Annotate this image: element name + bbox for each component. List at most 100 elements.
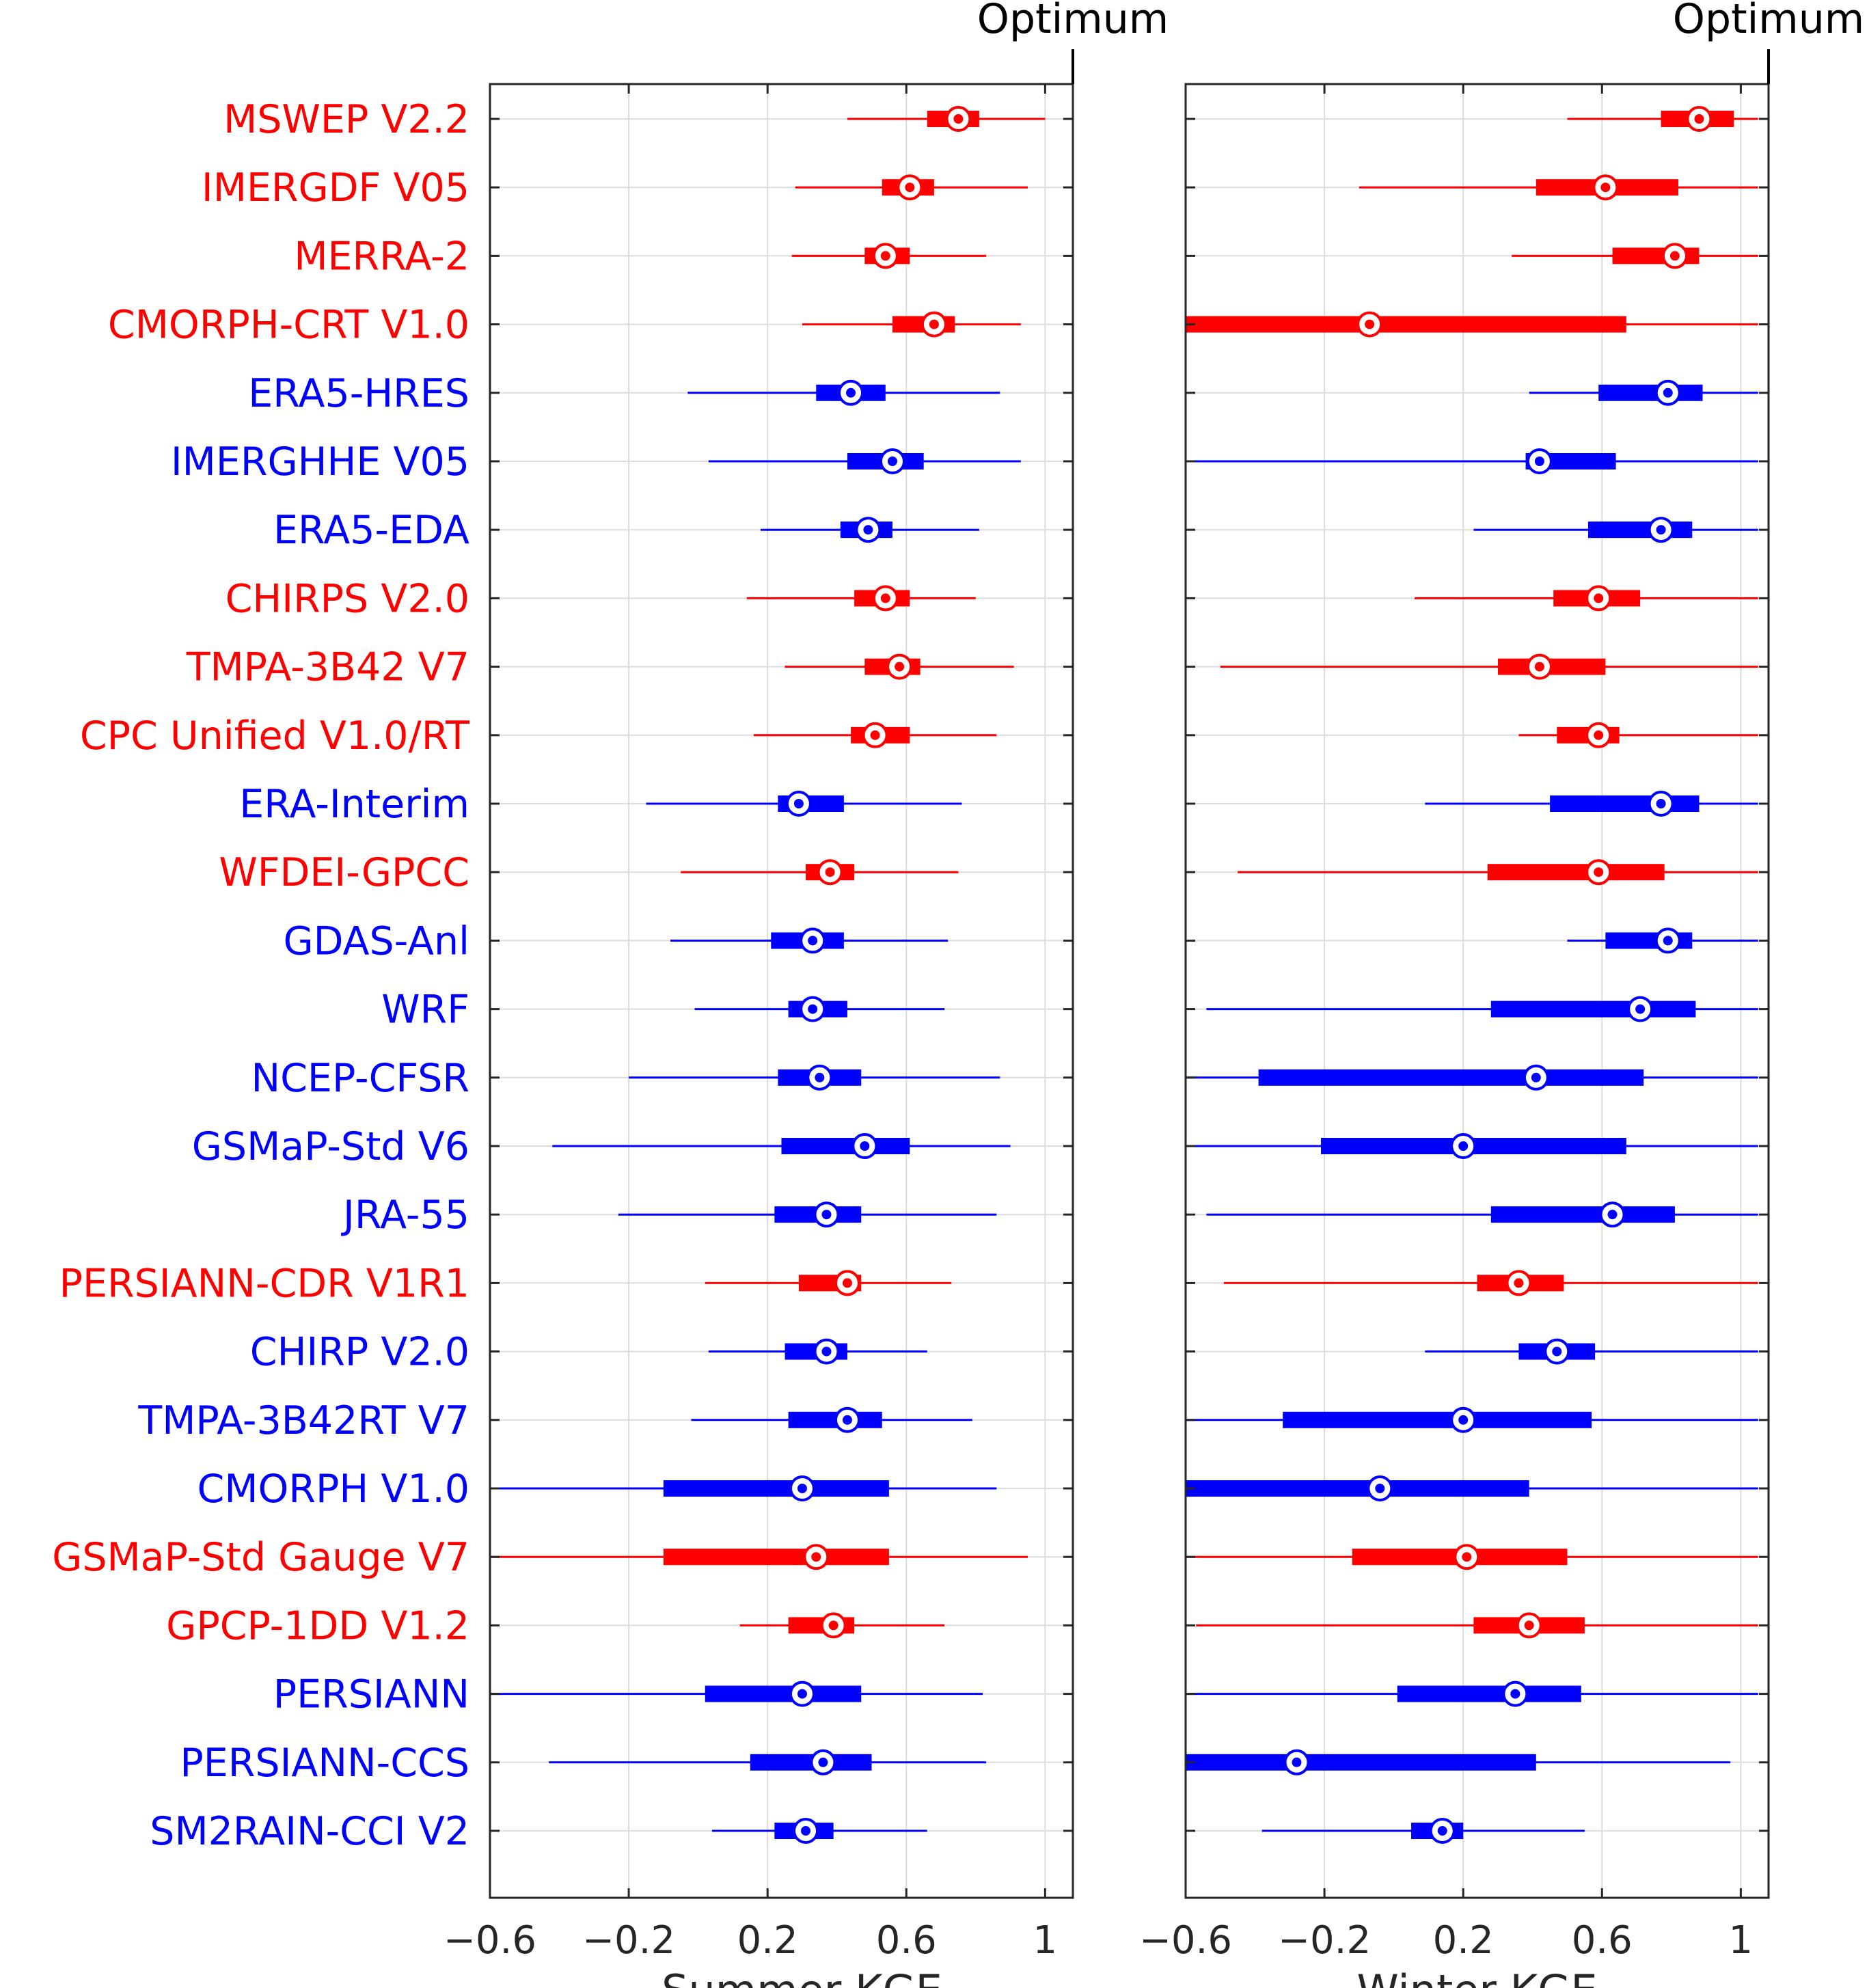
box-row — [1186, 1544, 1758, 1570]
median-dot — [1365, 319, 1375, 329]
median-dot — [1375, 1484, 1385, 1493]
dataset-label: ERA5-EDA — [273, 508, 469, 553]
median-dot — [818, 1757, 828, 1767]
median-dot — [1510, 1689, 1520, 1699]
optimum-label: Optimum — [977, 0, 1169, 43]
box-row — [1186, 1680, 1758, 1707]
iqr-box — [1490, 1206, 1675, 1223]
box-row — [795, 174, 1028, 201]
median-dot — [895, 662, 905, 672]
median-dot — [1524, 1620, 1534, 1631]
median-dot — [842, 1415, 852, 1425]
dataset-label: PERSIANN-CDR V1R1 — [59, 1261, 469, 1306]
box-row — [1512, 243, 1758, 269]
axes-frame — [1184, 83, 1770, 1899]
iqr-box — [1587, 521, 1693, 539]
median-dot — [1656, 799, 1666, 808]
dataset-label: CHIRP V2.0 — [250, 1330, 469, 1375]
box-row — [1518, 722, 1758, 748]
axes-frame — [489, 83, 1074, 1899]
dataset-label: MSWEP V2.2 — [223, 97, 469, 142]
median-dot — [1663, 936, 1673, 946]
iqr-box — [1186, 1480, 1529, 1497]
iqr-box — [1186, 316, 1626, 333]
box-row — [1261, 1818, 1585, 1844]
dataset-label: WFDEI-GPCC — [219, 850, 469, 895]
dataset-label: CHIRPS V2.0 — [226, 576, 469, 621]
median-dot — [793, 799, 804, 808]
median-dot — [887, 457, 897, 466]
median-dot — [1663, 387, 1673, 398]
box-row — [1186, 1064, 1758, 1091]
dataset-label: JRA-55 — [341, 1193, 469, 1238]
box-row — [552, 1133, 1011, 1159]
box-row — [1529, 379, 1758, 406]
box-row — [1186, 1749, 1731, 1775]
box-row — [739, 1612, 945, 1639]
panel-winter: −0.6 −0.2 0.2 0.6 1 Winter KGE Optimum — [1139, 0, 1864, 1988]
x-tick-label: 1 — [1729, 1918, 1754, 1963]
iqr-box — [1258, 1069, 1644, 1086]
iqr-box — [663, 1480, 889, 1497]
box-row — [694, 996, 945, 1022]
box-row — [761, 517, 979, 543]
box-row — [785, 653, 1014, 680]
median-dot — [1514, 1278, 1524, 1288]
median-dot — [880, 593, 890, 603]
median-dot — [1458, 1141, 1469, 1151]
median-dot — [825, 867, 835, 877]
median-dot — [842, 1278, 852, 1288]
median-dot — [1531, 1072, 1541, 1082]
box-row — [1425, 1338, 1758, 1365]
dataset-label: CMORPH V1.0 — [197, 1467, 469, 1512]
median-dot — [1437, 1826, 1447, 1836]
median-dot — [1458, 1415, 1469, 1425]
box-row — [490, 1475, 997, 1501]
box-row — [791, 243, 987, 269]
box-row — [705, 1270, 952, 1296]
median-dot — [860, 1141, 870, 1151]
box-row — [753, 722, 997, 748]
box-row — [847, 106, 1046, 132]
panel-summer: −0.6 −0.2 0.2 0.6 1 Summer KGE Optimum MSWEP V2… — [52, 0, 1169, 1988]
median-dot — [905, 182, 915, 193]
box-row — [708, 1338, 927, 1365]
box-row — [687, 379, 1000, 406]
median-dot — [815, 1072, 825, 1082]
dataset-label: ERA5-HRES — [248, 371, 469, 416]
dataset-label: PERSIANN-CCS — [180, 1741, 469, 1786]
box-row — [1220, 653, 1758, 680]
x-tick-label: −0.2 — [582, 1918, 675, 1963]
dataset-label: GSMaP-Std Gauge V7 — [52, 1535, 469, 1580]
box-row — [711, 1818, 927, 1844]
box-row — [1425, 791, 1758, 817]
box-row — [681, 859, 959, 886]
median-dot — [1594, 730, 1604, 740]
iqr-box — [1283, 1411, 1592, 1428]
median-dot — [1635, 1004, 1646, 1014]
median-dot — [821, 1346, 832, 1357]
median-dot — [828, 1620, 838, 1631]
median-dot — [863, 525, 873, 535]
dataset-label: TMPA-3B42RT V7 — [137, 1398, 469, 1443]
median-dot — [953, 114, 964, 124]
x-tick-label: −0.6 — [1139, 1918, 1232, 1963]
median-dot — [1669, 251, 1680, 261]
box-row — [1206, 996, 1758, 1022]
median-dot — [1292, 1757, 1302, 1767]
iqr-box — [1397, 1685, 1581, 1702]
box-row — [618, 1201, 997, 1228]
median-dot — [880, 251, 890, 261]
x-axis-title: Winter KGE — [1357, 1965, 1598, 1988]
iqr-box — [1487, 864, 1665, 881]
median-dot — [808, 1004, 818, 1014]
box-row — [1415, 585, 1758, 612]
median-dot — [1534, 457, 1544, 466]
box-row — [746, 585, 976, 612]
dataset-label: GSMaP-Std V6 — [192, 1124, 469, 1169]
optimum-label: Optimum — [1673, 0, 1864, 43]
dataset-label: CPC Unified V1.0/RT — [80, 713, 469, 759]
box-row — [1567, 927, 1758, 954]
iqr-box — [781, 1138, 910, 1154]
